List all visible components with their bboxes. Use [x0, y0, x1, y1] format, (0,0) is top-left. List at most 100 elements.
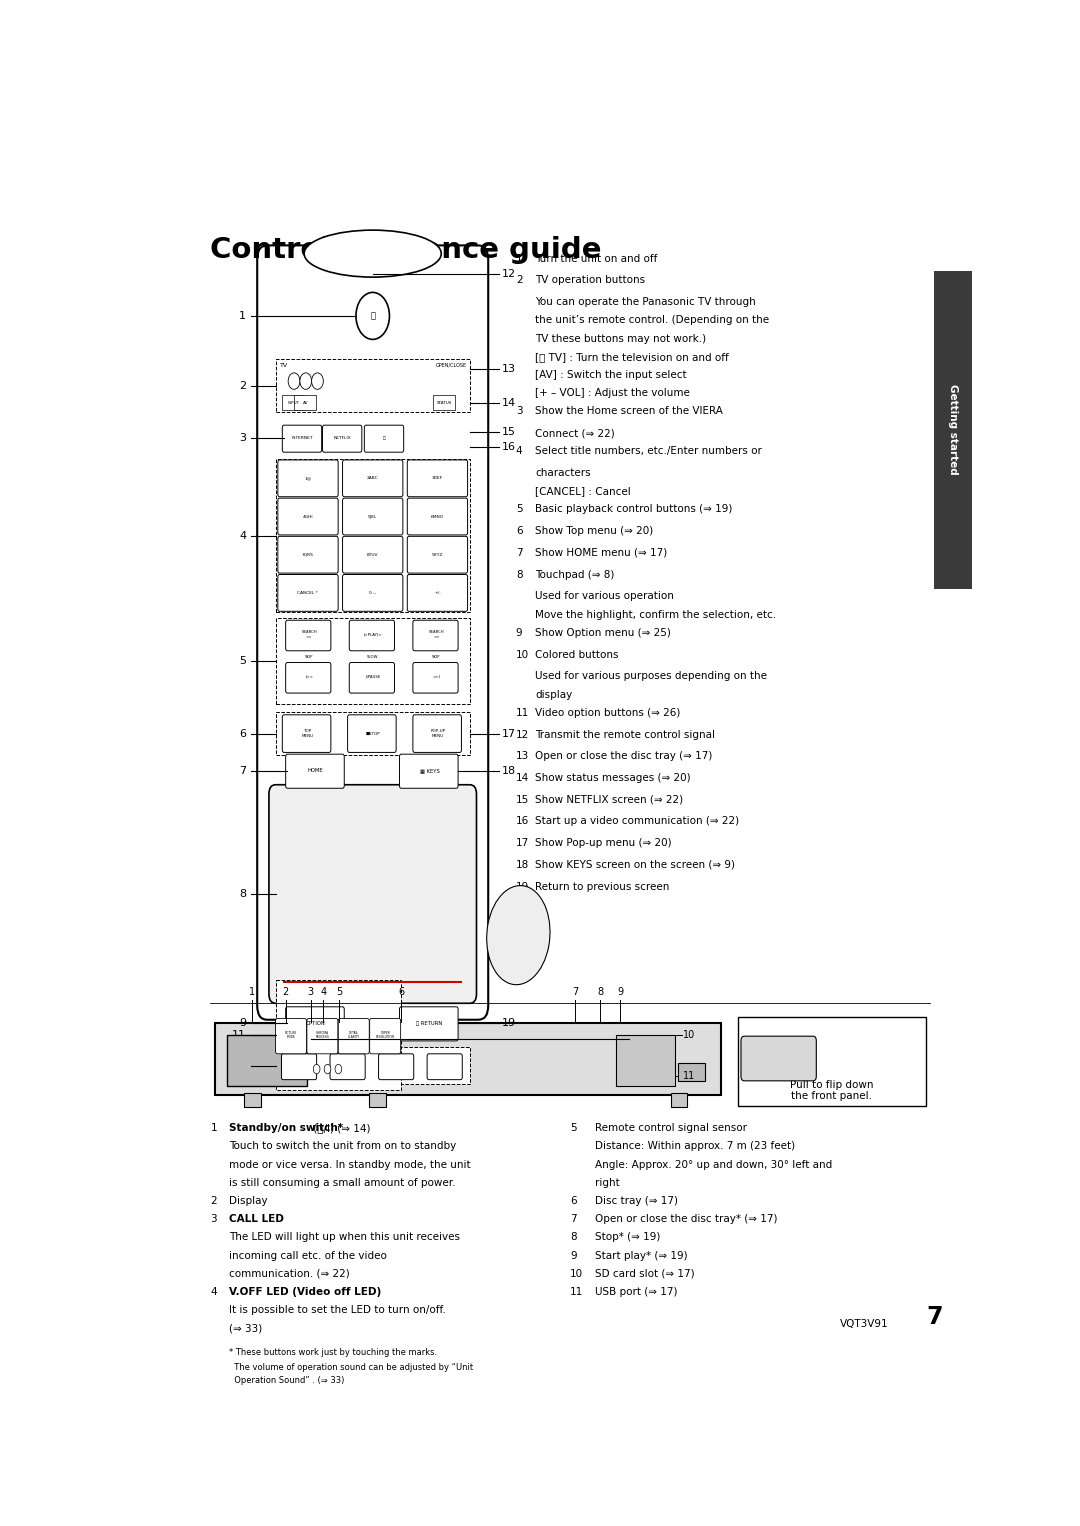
- FancyBboxPatch shape: [269, 784, 476, 1003]
- FancyBboxPatch shape: [275, 980, 401, 1090]
- Text: 7: 7: [239, 766, 246, 775]
- FancyBboxPatch shape: [617, 1035, 675, 1085]
- Text: Disc tray (⇒ 17): Disc tray (⇒ 17): [595, 1196, 678, 1206]
- Text: USB port (⇒ 17): USB port (⇒ 17): [595, 1286, 678, 1297]
- Text: (⇒ 33): (⇒ 33): [229, 1323, 262, 1334]
- Text: TOP
MENU: TOP MENU: [301, 729, 313, 739]
- FancyBboxPatch shape: [275, 1018, 307, 1054]
- Text: Turn the unit on and off: Turn the unit on and off: [535, 253, 658, 264]
- Text: The volume of operation sound can be adjusted by “Unit: The volume of operation sound can be adj…: [229, 1363, 473, 1372]
- FancyBboxPatch shape: [338, 1018, 369, 1054]
- Text: Standby/on switch*: Standby/on switch*: [229, 1123, 342, 1134]
- Text: Show HOME menu (⇒ 17): Show HOME menu (⇒ 17): [535, 548, 667, 559]
- Text: 5: 5: [516, 505, 523, 514]
- FancyBboxPatch shape: [342, 536, 403, 574]
- FancyBboxPatch shape: [307, 1018, 338, 1054]
- FancyBboxPatch shape: [349, 662, 394, 693]
- Text: Operation Sound” . (⇒ 33): Operation Sound” . (⇒ 33): [229, 1376, 345, 1384]
- Text: 1@: 1@: [305, 476, 311, 481]
- Text: 2: 2: [283, 987, 288, 998]
- Text: right: right: [595, 1178, 620, 1187]
- Text: 3: 3: [308, 987, 314, 998]
- FancyBboxPatch shape: [407, 497, 468, 536]
- Text: 2ABC: 2ABC: [367, 476, 378, 481]
- Text: Show Top menu (⇒ 20): Show Top menu (⇒ 20): [535, 526, 653, 536]
- FancyBboxPatch shape: [738, 1018, 926, 1105]
- Text: The LED will light up when this unit receives: The LED will light up when this unit rec…: [229, 1233, 460, 1242]
- Text: Angle: Approx. 20° up and down, 30° left and: Angle: Approx. 20° up and down, 30° left…: [595, 1160, 833, 1169]
- FancyBboxPatch shape: [294, 395, 315, 410]
- FancyBboxPatch shape: [934, 272, 972, 589]
- Text: 3: 3: [516, 406, 523, 417]
- Text: 8: 8: [239, 890, 246, 899]
- Text: Show KEYS screen on the screen (⇒ 9): Show KEYS screen on the screen (⇒ 9): [535, 861, 735, 870]
- FancyBboxPatch shape: [400, 754, 458, 789]
- FancyBboxPatch shape: [427, 1054, 462, 1080]
- Text: SEARCH
<<: SEARCH <<: [301, 630, 316, 638]
- FancyBboxPatch shape: [275, 459, 470, 612]
- Text: Show Option menu (⇒ 25): Show Option menu (⇒ 25): [535, 627, 671, 638]
- Text: 15: 15: [501, 427, 515, 438]
- Text: POP-UP
MENU: POP-UP MENU: [431, 729, 446, 739]
- Text: 6: 6: [516, 526, 523, 536]
- Text: VQT3V91: VQT3V91: [839, 1318, 889, 1329]
- Circle shape: [312, 372, 323, 389]
- FancyBboxPatch shape: [282, 426, 322, 452]
- FancyBboxPatch shape: [278, 459, 338, 497]
- Text: characters: characters: [535, 468, 591, 478]
- FancyBboxPatch shape: [278, 497, 338, 536]
- Text: Start play* (⇒ 19): Start play* (⇒ 19): [595, 1251, 688, 1260]
- FancyBboxPatch shape: [275, 618, 470, 703]
- FancyBboxPatch shape: [369, 1093, 387, 1106]
- FancyBboxPatch shape: [342, 574, 403, 612]
- Text: 10: 10: [232, 1061, 246, 1071]
- Text: 16: 16: [516, 816, 529, 827]
- Text: 18: 18: [516, 861, 529, 870]
- FancyBboxPatch shape: [348, 714, 396, 752]
- Text: is still consuming a small amount of power.: is still consuming a small amount of pow…: [229, 1178, 456, 1187]
- Text: PICTURE
MODE: PICTURE MODE: [285, 1030, 297, 1039]
- Text: 11: 11: [516, 708, 529, 717]
- Text: 2: 2: [211, 1196, 217, 1206]
- Text: 8: 8: [597, 987, 604, 998]
- Text: STATUS: STATUS: [437, 401, 453, 404]
- Text: 3: 3: [240, 433, 246, 443]
- Text: Stop* (⇒ 19): Stop* (⇒ 19): [595, 1233, 661, 1242]
- FancyBboxPatch shape: [413, 714, 461, 752]
- Text: 0 -,: 0 -,: [369, 591, 376, 595]
- Text: 11: 11: [232, 1030, 246, 1041]
- Text: +/-: +/-: [434, 591, 441, 595]
- Text: 19: 19: [516, 882, 529, 891]
- FancyBboxPatch shape: [275, 359, 470, 412]
- Text: 19: 19: [501, 1018, 516, 1029]
- Text: 5: 5: [570, 1123, 577, 1134]
- Text: 5: 5: [336, 987, 342, 998]
- Text: 13: 13: [516, 751, 529, 761]
- Text: (ⓒ/I) (⇒ 14): (ⓒ/I) (⇒ 14): [310, 1123, 370, 1134]
- Circle shape: [324, 1065, 330, 1074]
- Text: 2: 2: [239, 382, 246, 391]
- Text: |>PLAY|>: |>PLAY|>: [363, 632, 382, 636]
- Text: Select title numbers, etc./Enter numbers or: Select title numbers, etc./Enter numbers…: [535, 446, 762, 456]
- Text: ■STOP: ■STOP: [365, 731, 380, 736]
- FancyBboxPatch shape: [342, 497, 403, 536]
- Text: 4: 4: [516, 446, 523, 456]
- Text: OPEN/CLOSE: OPEN/CLOSE: [436, 363, 468, 368]
- Text: 13: 13: [501, 363, 515, 374]
- Text: 11: 11: [684, 1071, 696, 1080]
- FancyBboxPatch shape: [278, 536, 338, 574]
- Text: 12: 12: [516, 729, 529, 740]
- FancyBboxPatch shape: [407, 574, 468, 612]
- Text: TV these buttons may not work.): TV these buttons may not work.): [535, 334, 706, 343]
- Text: 12: 12: [501, 269, 516, 279]
- Text: 8: 8: [570, 1233, 577, 1242]
- Text: 15: 15: [516, 795, 529, 804]
- Text: 5JKL: 5JKL: [368, 514, 377, 519]
- Text: Start up a video communication (⇒ 22): Start up a video communication (⇒ 22): [535, 816, 739, 827]
- FancyBboxPatch shape: [400, 1007, 458, 1041]
- Text: 10: 10: [516, 650, 529, 659]
- Text: HOME: HOME: [308, 768, 324, 774]
- Text: |<<: |<<: [306, 674, 313, 679]
- Text: Basic playback control buttons (⇒ 19): Basic playback control buttons (⇒ 19): [535, 505, 732, 514]
- Text: 6MNO: 6MNO: [431, 514, 444, 519]
